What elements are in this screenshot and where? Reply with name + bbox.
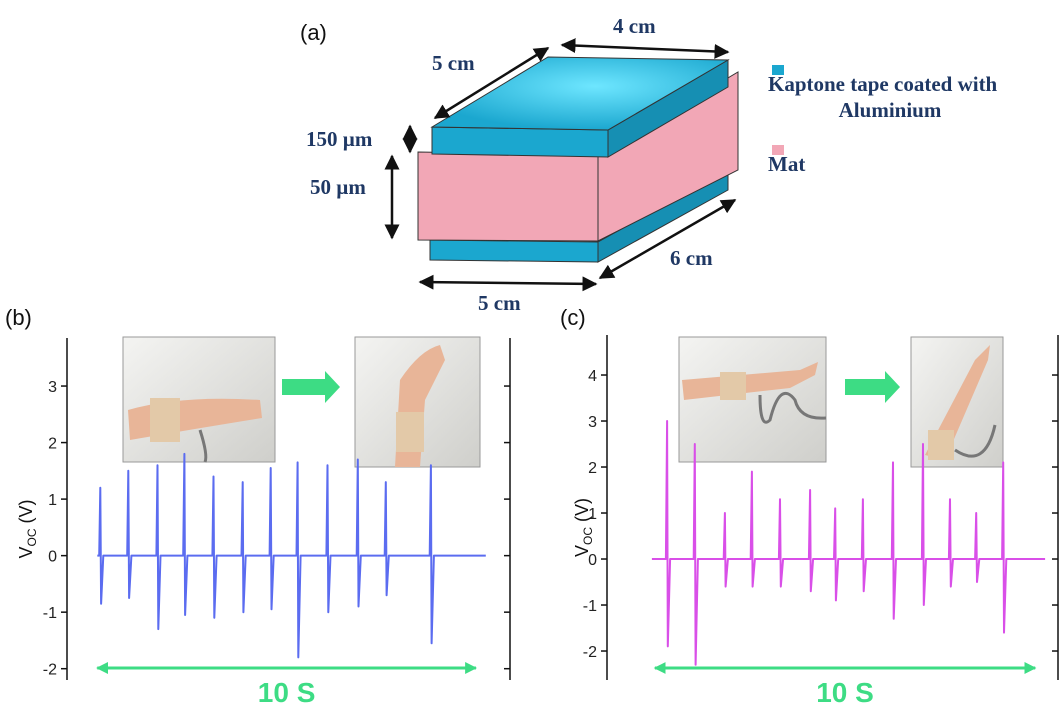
time-span-label: 10 S <box>816 677 874 708</box>
legend-label: Aluminium <box>839 98 942 122</box>
y-tick-label: -2 <box>43 662 57 679</box>
y-axis-label: VOC (V) <box>572 498 595 557</box>
y-axis-label-part: OC <box>581 527 595 545</box>
signal-line <box>97 454 486 658</box>
legend-label: Kaptone tape coated with <box>768 72 998 96</box>
y-tick-label: 3 <box>48 379 57 396</box>
y-axis-label-part: OC <box>25 528 39 546</box>
y-axis-label-part: V <box>16 546 36 558</box>
y-tick-label: 1 <box>48 492 57 509</box>
y-tick-label: 3 <box>588 414 597 431</box>
page: (a) 4 cm 5 cm 150 µm 50 µm 6 cm 5 cm Kap… <box>0 0 1062 708</box>
panel-label: (b) <box>5 305 32 330</box>
y-tick-label: 2 <box>588 460 597 477</box>
y-axis-label-part: (V) <box>16 499 36 523</box>
y-axis-label: VOC (V) <box>16 499 39 558</box>
y-tick-label: 0 <box>48 549 57 566</box>
y-tick-label: 4 <box>588 368 597 385</box>
dimension-label: 4 cm <box>613 14 656 38</box>
time-span-label: 10 S <box>258 677 316 708</box>
dimension-label: 50 µm <box>310 175 366 199</box>
y-axis-label-part: V <box>572 545 592 557</box>
panel-label: (c) <box>560 305 586 330</box>
layer-diagram <box>418 57 738 262</box>
y-tick-label: 2 <box>48 436 57 453</box>
y-tick-label: -1 <box>583 598 597 615</box>
dimension-label: 6 cm <box>670 246 713 270</box>
panel-label: (a) <box>300 20 327 45</box>
dimension-label: 150 µm <box>306 127 373 151</box>
dimension-label: 5 cm <box>478 291 521 315</box>
photo-insets <box>123 337 1003 467</box>
y-tick-label: -1 <box>43 605 57 622</box>
y-tick-label: -2 <box>583 644 597 661</box>
legend-label: Mat <box>768 152 805 176</box>
dimension-label: 5 cm <box>432 51 475 75</box>
figure: (a) 4 cm 5 cm 150 µm 50 µm 6 cm 5 cm Kap… <box>0 0 1062 708</box>
y-axis-label-part: (V) <box>572 498 592 522</box>
